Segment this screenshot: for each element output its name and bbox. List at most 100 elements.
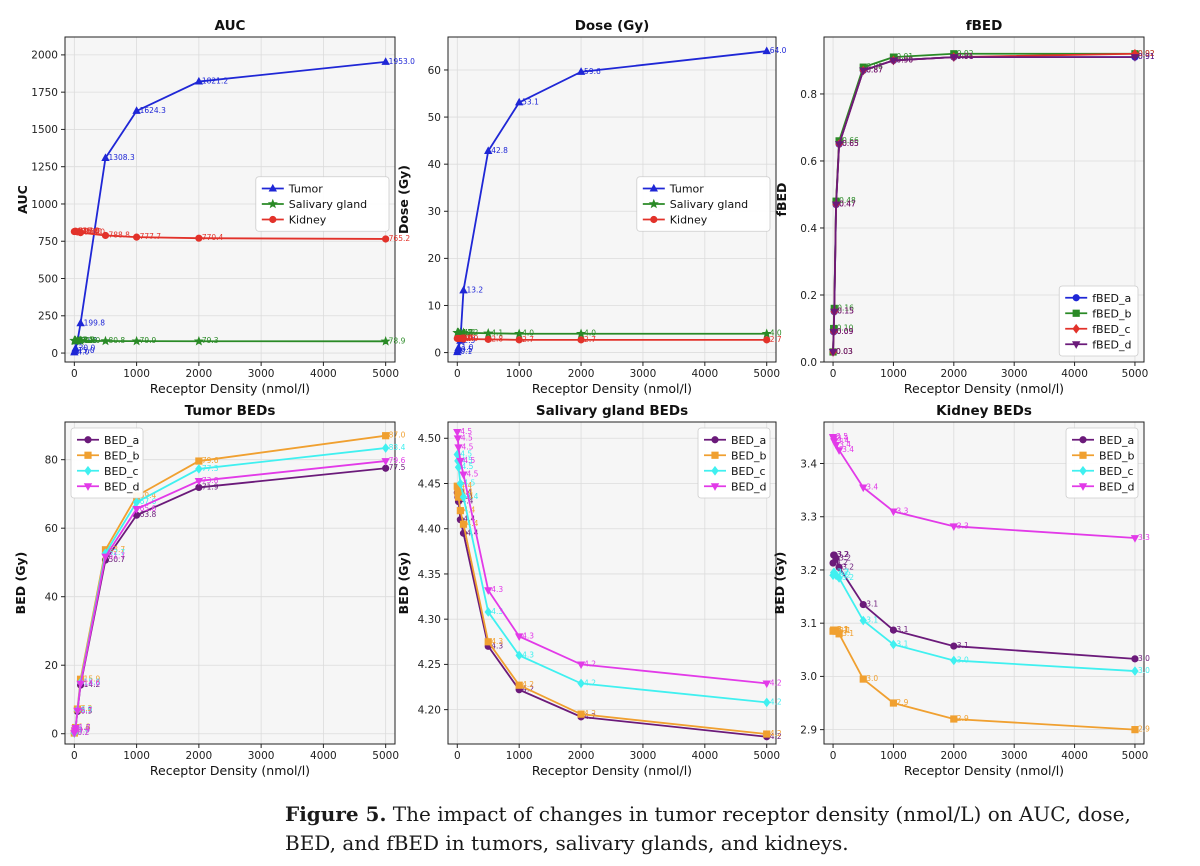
data-point <box>889 699 898 707</box>
data-label: 4.0 <box>584 329 596 338</box>
legend-label: BED_b <box>104 449 139 462</box>
y-tick-label: 0 <box>51 729 58 741</box>
data-point <box>381 458 390 466</box>
data-label: 0.65 <box>842 139 859 148</box>
data-label: 67.6 <box>140 497 157 506</box>
legend-marker <box>649 183 658 192</box>
data-point <box>514 97 524 106</box>
data-label: 4.3 <box>522 650 534 659</box>
legend-marker <box>711 436 719 444</box>
x-tick-label: 2000 <box>186 368 213 380</box>
series-group: 4.54.54.54.54.54.34.34.24.2 <box>453 427 782 689</box>
data-label: 3.0 <box>462 333 474 342</box>
legend-label: BED_c <box>1099 465 1134 478</box>
legend-box <box>1058 285 1139 357</box>
data-label: 0.09 <box>837 327 854 336</box>
data-point <box>576 67 586 75</box>
data-label: 79.6 <box>202 456 219 465</box>
x-tick-label: 3000 <box>248 750 275 762</box>
data-label: 3.1 <box>839 626 851 635</box>
data-label: 3.1 <box>866 600 878 609</box>
y-tick-label: 250 <box>38 311 58 323</box>
legend-marker <box>648 198 659 209</box>
data-point <box>763 730 771 738</box>
y-tick-label: 4.50 <box>418 433 441 445</box>
x-tick-label: 4000 <box>1061 750 1088 762</box>
data-label: 3.2 <box>837 568 849 577</box>
x-tick-label: 4000 <box>1061 368 1088 380</box>
x-tick-label: 0 <box>830 368 837 380</box>
data-point <box>762 46 771 55</box>
data-label: 3.0 <box>463 333 475 342</box>
legend-label: fBED_d <box>1092 338 1131 351</box>
data-label: 15.9 <box>84 674 101 683</box>
data-label: 14.6 <box>84 679 101 688</box>
data-label: 3.2 <box>836 558 848 567</box>
data-point <box>453 435 463 443</box>
legend-marker <box>267 198 278 209</box>
data-label: 1.0 <box>462 343 474 352</box>
x-tick-label: 5000 <box>1122 750 1149 762</box>
chart-panel: 0 1000 2000 3000 4000 5000 4.20 4.25 4.30 4.35 4.4… <box>396 403 782 778</box>
data-point <box>131 335 142 346</box>
y-tick-label: 500 <box>38 273 58 285</box>
data-point <box>458 327 469 338</box>
data-label: 50.7 <box>108 555 125 564</box>
data-label: 4.2 <box>522 680 534 689</box>
data-label: 813.0 <box>80 227 102 236</box>
data-point <box>515 681 523 689</box>
data-point <box>459 492 468 502</box>
data-point <box>761 328 772 339</box>
y-tick-label: 0.8 <box>800 89 817 101</box>
data-point <box>484 146 493 154</box>
data-point <box>132 506 141 514</box>
data-point <box>950 642 958 650</box>
plot-frame <box>447 36 777 363</box>
data-label: 788.8 <box>108 230 130 239</box>
y-tick-label: 3.3 <box>800 512 817 524</box>
data-point <box>76 680 85 689</box>
legend-label: Kidney <box>670 214 708 227</box>
y-tick-label: 0.4 <box>800 223 817 235</box>
y-tick-label: 2000 <box>31 50 58 62</box>
data-label: 4.2 <box>463 328 475 337</box>
legend-box <box>70 427 144 499</box>
figure-caption: Figure 5. The impact of changes in tumor… <box>285 800 1180 858</box>
data-label: 3.4 <box>866 482 878 491</box>
x-tick-label: 5000 <box>753 368 780 380</box>
data-label: 0.03 <box>836 347 853 356</box>
data-label: 0.65 <box>842 139 859 148</box>
y-tick-label: 0.0 <box>800 357 817 369</box>
x-tick-label: 0 <box>71 750 78 762</box>
data-label: 4.4 <box>466 519 478 528</box>
legend-label: fBED_b <box>1092 307 1131 320</box>
plot-frame <box>447 421 777 745</box>
data-label: 71.9 <box>202 482 219 491</box>
data-label: 4.4 <box>463 515 475 524</box>
data-label: 14.2 <box>84 680 101 689</box>
data-label: 59.6 <box>584 67 601 76</box>
series-line <box>457 331 767 335</box>
data-label: 52.7 <box>108 548 125 557</box>
legend-label: BED_b <box>731 449 766 462</box>
chart-title: AUC <box>215 18 246 34</box>
x-tick-label: 3000 <box>248 368 275 380</box>
y-tick-label: 3.2 <box>800 565 817 577</box>
legend-label: Kidney <box>289 214 327 227</box>
data-label: 6.7 <box>80 706 92 715</box>
x-tick-label: 2000 <box>940 750 967 762</box>
data-point <box>859 484 868 493</box>
data-label: 3.2 <box>839 570 851 579</box>
data-label: 4.2 <box>462 328 474 337</box>
y-tick-label: 4.25 <box>418 659 441 671</box>
y-tick-label: 10 <box>428 300 441 312</box>
series-group: 0.10.51.02.5 13.2 42.8 53.1 59.6 64.0 <box>453 46 787 356</box>
data-label: 4.4 <box>462 497 474 506</box>
data-label: 73.8 <box>202 476 219 485</box>
data-label: 0.09 <box>837 327 854 336</box>
data-label: 3.3 <box>896 506 908 515</box>
y-tick-label: 2.9 <box>800 724 817 736</box>
data-label: 3.0 <box>1138 666 1150 675</box>
data-point <box>76 318 85 327</box>
x-tick-label: 2000 <box>186 750 213 762</box>
